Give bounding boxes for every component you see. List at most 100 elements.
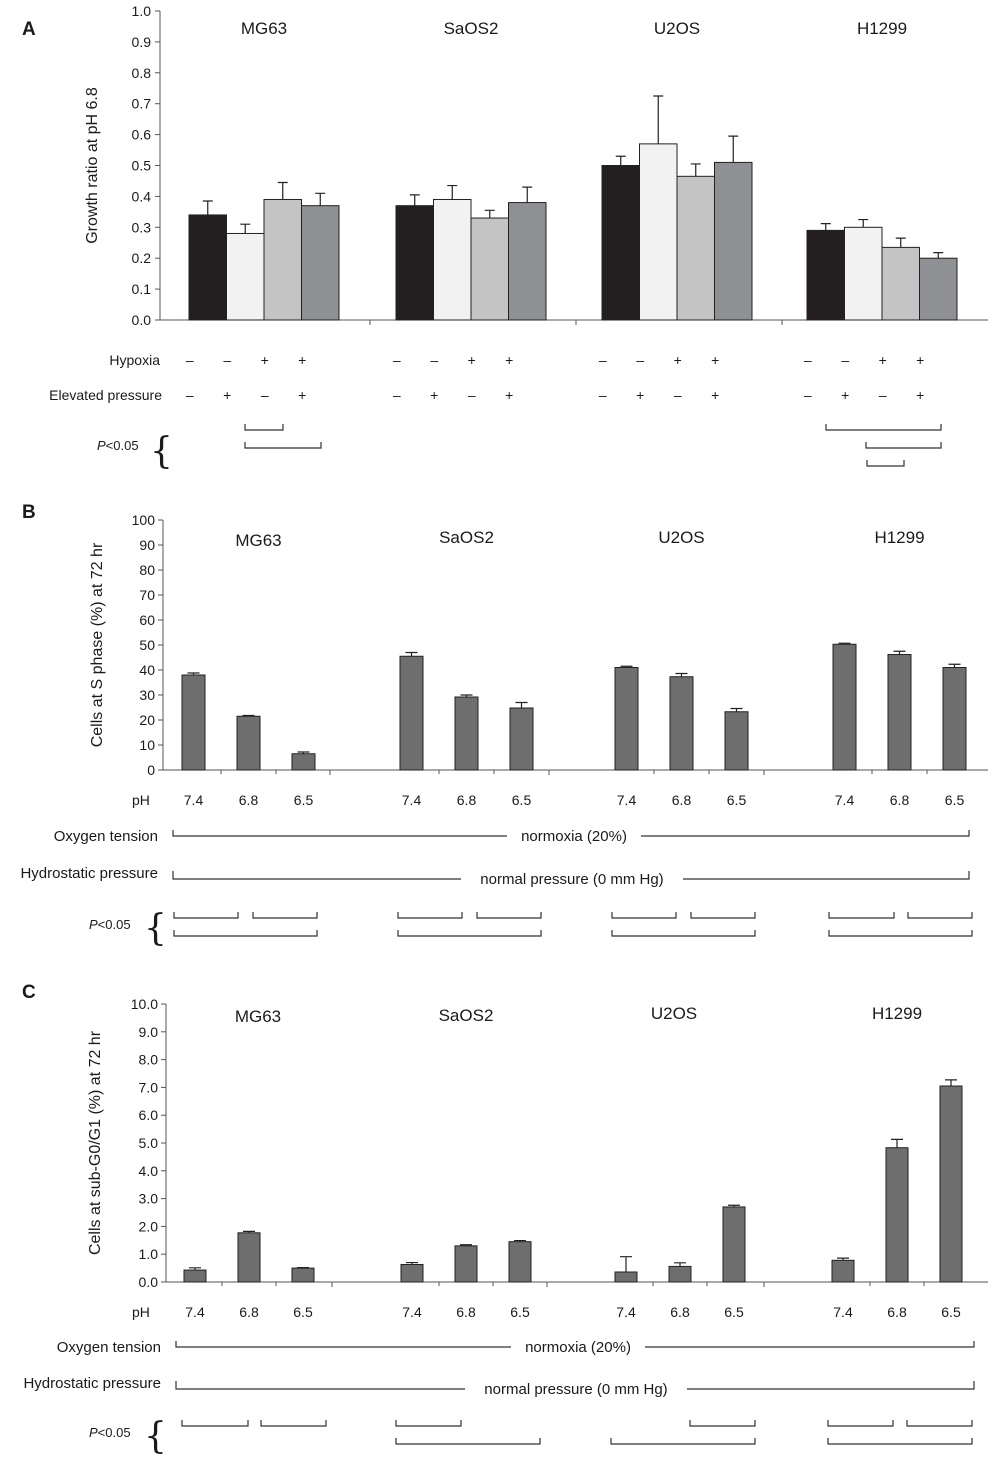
condition-sign: –	[879, 387, 887, 403]
condition-sign: –	[804, 387, 812, 403]
y-tick-label: 0.5	[132, 158, 152, 174]
bar-saos2-ph-6-5	[508, 1241, 532, 1283]
condition-row-label: Hypoxia	[109, 352, 160, 368]
x-tick-label: 7.4	[402, 792, 422, 808]
condition-sign: +	[223, 387, 231, 403]
oxygen-value: normoxia (20%)	[521, 828, 627, 845]
error-bar	[730, 707, 743, 712]
y-tick-label: 0.9	[132, 34, 152, 50]
condition-sign: –	[599, 352, 607, 368]
significance-bracket	[689, 1420, 756, 1427]
significance-bracket	[906, 1420, 973, 1427]
condition-sign: +	[711, 387, 719, 403]
error-bar	[653, 95, 664, 144]
x-tick-label: 6.5	[512, 792, 532, 808]
bar-h1299-ph-6-5	[939, 1085, 963, 1283]
bar-saos2-ph-6-5	[509, 707, 534, 771]
condition-sign: –	[674, 387, 682, 403]
significance-brace: {	[144, 908, 167, 949]
bar-mg63-ph-6-5	[291, 753, 316, 771]
condition-sign: –	[599, 387, 607, 403]
condition-sign: –	[393, 352, 401, 368]
significance-bracket	[260, 1420, 327, 1427]
y-tick-label: 90	[139, 537, 155, 553]
y-tick-label: 7.0	[139, 1079, 159, 1095]
y-tick-label: 30	[139, 687, 155, 703]
y-tick-label: 5.0	[139, 1135, 159, 1151]
y-axis-label: Growth ratio at pH 6.8	[84, 87, 101, 244]
condition-sign: +	[468, 352, 476, 368]
bar-u2os-3	[676, 175, 715, 321]
significance-bracket	[395, 1438, 541, 1445]
bar-h1299-ph-7-4	[832, 643, 857, 771]
significance-bracket	[397, 930, 542, 937]
x-tick-label: 6.5	[294, 792, 314, 808]
bar-saos2-2	[433, 198, 472, 321]
significance-symbol: P	[89, 917, 98, 932]
y-axis-label: Cells at sub-G0/G1 (%) at 72 hr	[87, 1030, 104, 1255]
bar-saos2-ph-6-8	[454, 1245, 478, 1283]
condition-sign: +	[505, 352, 513, 368]
condition-sign: +	[636, 387, 644, 403]
error-bar	[242, 714, 255, 717]
y-tick-label: 0.4	[132, 188, 152, 204]
significance-bracket	[397, 912, 463, 919]
condition-row-label: Elevated pressure	[49, 387, 162, 403]
condition-sign: +	[916, 387, 924, 403]
error-bar	[187, 672, 200, 675]
bar-h1299-ph-7-4	[831, 1259, 855, 1283]
significance-symbol: P	[97, 438, 106, 453]
y-tick-label: 0.8	[132, 65, 152, 81]
pressure-line-right	[687, 1381, 975, 1390]
significance-label: P<0.05	[89, 917, 131, 932]
error-bar	[315, 192, 326, 206]
significance-threshold: <0.05	[106, 438, 139, 453]
significance-bracket	[611, 930, 756, 937]
x-tick-label: 7.4	[835, 792, 855, 808]
significance-bracket	[690, 912, 756, 919]
error-bar	[514, 1239, 526, 1242]
oxygen-line-right	[645, 1341, 975, 1348]
group-label-u2os: U2OS	[658, 528, 704, 547]
error-bar	[243, 1230, 255, 1233]
oxygen-line-right	[641, 830, 970, 837]
group-label-h1299: H1299	[874, 528, 924, 547]
x-tick-label: 6.8	[887, 1304, 907, 1320]
condition-sign: –	[186, 352, 194, 368]
error-bar	[891, 1138, 903, 1148]
bar-h1299-ph-6-8	[885, 1147, 909, 1283]
significance-bracket	[610, 1438, 756, 1445]
y-tick-label: 0.6	[132, 127, 152, 143]
significance-bracket	[181, 1420, 249, 1427]
group-label-saos2: SaOS2	[439, 528, 494, 547]
condition-sign: +	[674, 352, 682, 368]
condition-sign: +	[711, 352, 719, 368]
panel-c: C 0.0 1.0 2.0 3.0 4.0 5.0 6.0 7.0 8.0 9.0 10.0 Cells…	[22, 982, 988, 1457]
y-tick-label: 9.0	[139, 1024, 159, 1040]
group-label-saos2: SaOS2	[444, 19, 499, 38]
error-bar	[690, 163, 701, 177]
panel-b: B 0 10 20 30 40 50 60 70 80 90 100 Cells at S phase …	[20, 502, 988, 949]
y-tick-label: 1.0	[132, 3, 152, 19]
bar-h1299-2	[844, 226, 883, 321]
condition-sign: +	[261, 352, 269, 368]
pressure-value: normal pressure (0 mm Hg)	[484, 1381, 667, 1398]
group-label-saos2: SaOS2	[439, 1006, 494, 1025]
x-tick-label: 6.8	[670, 1304, 690, 1320]
bar-saos2-ph-6-8	[454, 696, 479, 771]
significance-bracket	[395, 1420, 462, 1427]
group-label-h1299: H1299	[872, 1004, 922, 1023]
error-bar	[945, 1079, 957, 1087]
error-bar	[893, 650, 906, 655]
condition-sign: +	[841, 387, 849, 403]
error-bar	[405, 651, 418, 657]
error-bar	[948, 663, 961, 668]
pressure-label: Hydrostatic pressure	[23, 1375, 161, 1392]
pressure-value: normal pressure (0 mm Hg)	[480, 871, 663, 888]
error-bar	[522, 186, 533, 203]
bar-h1299-1	[806, 229, 845, 321]
significance-brace: {	[150, 431, 173, 472]
y-tick-label: 4.0	[139, 1163, 159, 1179]
condition-sign: –	[841, 352, 849, 368]
error-bar	[615, 155, 626, 166]
